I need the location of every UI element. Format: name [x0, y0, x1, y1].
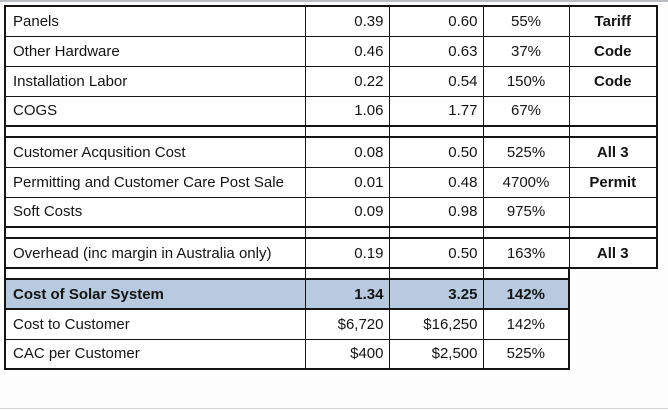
solar-cost-comparison-table: Panels 0.39 0.60 55% Tariff Other Hardware 0.4… — [4, 5, 658, 370]
value2-cell: 0.50 — [388, 237, 484, 269]
tag-cell — [568, 95, 658, 127]
value1-cell: $6,720 — [304, 308, 390, 340]
value2-cell: 0.54 — [388, 65, 484, 97]
value1-cell: 1.34 — [304, 278, 390, 310]
tag-cell: Code — [568, 65, 658, 97]
screenshot-bottom-edge — [0, 408, 668, 409]
value1-cell: $400 — [304, 338, 390, 370]
percent-cell: 4700% — [482, 166, 570, 198]
spacer-row — [4, 226, 658, 239]
row-label-cell: Cost of Solar System — [4, 278, 306, 310]
percent-cell: 67% — [482, 95, 570, 127]
table-row: Panels 0.39 0.60 55% Tariff — [4, 5, 658, 37]
value2-cell — [388, 226, 484, 239]
tag-cell: Permit — [568, 166, 658, 198]
table-row: Other Hardware 0.46 0.63 37% Code — [4, 35, 658, 67]
table-row: Overhead (inc margin in Australia only) 0… — [4, 237, 658, 269]
row-label-cell: Other Hardware — [4, 35, 306, 67]
tag-cell — [568, 125, 658, 138]
empty-cell — [569, 339, 657, 369]
value2-cell: 3.25 — [388, 278, 484, 310]
value2-cell: 1.77 — [388, 95, 484, 127]
tag-cell: Tariff — [568, 5, 658, 37]
tag-cell — [568, 226, 658, 239]
value1-cell: 0.46 — [304, 35, 390, 67]
row-label-cell: Permitting and Customer Care Post Sale — [4, 166, 306, 198]
percent-cell — [482, 226, 570, 239]
value2-cell: $16,250 — [388, 308, 484, 340]
value1-cell: 0.19 — [304, 237, 390, 269]
table-row: Installation Labor 0.22 0.54 150% Code — [4, 65, 658, 97]
row-label-cell: Customer Acqusition Cost — [4, 136, 306, 168]
value2-cell — [388, 125, 484, 138]
empty-cell — [569, 268, 657, 279]
value2-cell: 0.60 — [388, 5, 484, 37]
row-label-cell: CAC per Customer — [4, 338, 306, 370]
spacer-row — [4, 125, 658, 138]
percent-cell — [482, 125, 570, 138]
value2-cell: 0.50 — [388, 136, 484, 168]
value1-cell: 0.01 — [304, 166, 390, 198]
empty-cell — [569, 309, 657, 339]
screenshot-top-edge — [0, 0, 668, 2]
table-row: Cost of Solar System 1.34 3.25 142% — [4, 278, 657, 310]
percent-cell: 37% — [482, 35, 570, 67]
row-label-cell: Installation Labor — [4, 65, 306, 97]
value2-cell: 0.63 — [388, 35, 484, 67]
tag-cell: All 3 — [568, 237, 658, 269]
percent-cell: 525% — [482, 338, 570, 370]
row-label-cell: COGS — [4, 95, 306, 127]
table-row: COGS 1.06 1.77 67% — [4, 95, 658, 127]
table-row: Permitting and Customer Care Post Sale 0.… — [4, 166, 658, 198]
value1-cell — [304, 267, 390, 280]
value2-cell: 0.48 — [388, 166, 484, 198]
percent-cell: 142% — [482, 278, 570, 310]
value1-cell — [304, 125, 390, 138]
value1-cell — [304, 226, 390, 239]
value1-cell: 0.39 — [304, 5, 390, 37]
percent-cell: 150% — [482, 65, 570, 97]
row-label-cell: Panels — [4, 5, 306, 37]
tag-cell: Code — [568, 35, 658, 67]
percent-cell: 163% — [482, 237, 570, 269]
table-row: CAC per Customer $400 $2,500 525% — [4, 338, 657, 370]
percent-cell: 55% — [482, 5, 570, 37]
row-label-cell: Overhead (inc margin in Australia only) — [4, 237, 306, 269]
value2-cell: 0.98 — [388, 196, 484, 228]
row-label-cell: Cost to Customer — [4, 308, 306, 340]
percent-cell: 975% — [482, 196, 570, 228]
tag-cell: All 3 — [568, 136, 658, 168]
row-label-cell — [4, 226, 306, 239]
percent-cell: 525% — [482, 136, 570, 168]
cost-table-body: Panels 0.39 0.60 55% Tariff Other Hardware 0.4… — [4, 5, 658, 370]
value2-cell: $2,500 — [388, 338, 484, 370]
value1-cell: 0.09 — [304, 196, 390, 228]
value1-cell: 0.22 — [304, 65, 390, 97]
row-label-cell — [4, 267, 306, 280]
percent-cell — [482, 267, 570, 280]
table-row: Cost to Customer $6,720 $16,250 142% — [4, 308, 657, 340]
percent-cell: 142% — [482, 308, 570, 340]
value2-cell — [388, 267, 484, 280]
spacer-row — [4, 267, 657, 280]
table-row: Soft Costs 0.09 0.98 975% — [4, 196, 658, 228]
table-row: Customer Acqusition Cost 0.08 0.50 525% All … — [4, 136, 658, 168]
value1-cell: 0.08 — [304, 136, 390, 168]
value1-cell: 1.06 — [304, 95, 390, 127]
tag-cell — [568, 196, 658, 228]
row-label-cell: Soft Costs — [4, 196, 306, 228]
empty-cell — [569, 279, 657, 309]
row-label-cell — [4, 125, 306, 138]
